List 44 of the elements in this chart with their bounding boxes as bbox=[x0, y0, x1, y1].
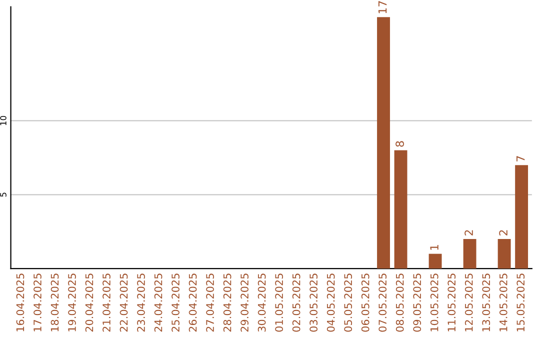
bar bbox=[377, 17, 390, 269]
x-tick-label: 15.05.2025 bbox=[516, 274, 525, 332]
x-tick-label: 13.05.2025 bbox=[482, 274, 490, 332]
data-label: 1 bbox=[430, 244, 438, 250]
x-tick-label: 27.04.2025 bbox=[206, 274, 214, 332]
x-tick-label: 03.05.2025 bbox=[310, 274, 318, 332]
x-tick-label: 11.05.2025 bbox=[448, 274, 456, 332]
x-tick-label: 22.04.2025 bbox=[120, 274, 128, 332]
x-tick-label: 17.04.2025 bbox=[34, 274, 42, 332]
x-tick-label: 24.04.2025 bbox=[154, 274, 162, 332]
x-tick-label: 12.05.2025 bbox=[464, 274, 473, 332]
x-tick-label: 07.05.2025 bbox=[378, 274, 387, 332]
bar bbox=[428, 254, 442, 269]
x-tick-label: 09.05.2025 bbox=[413, 274, 422, 332]
x-tick-label: 08.05.2025 bbox=[396, 274, 404, 332]
x-tick-label: 02.05.2025 bbox=[292, 274, 300, 332]
x-tick-label: 10.05.2025 bbox=[430, 274, 438, 332]
x-tick-label: 30.04.2025 bbox=[258, 274, 266, 332]
x-tick-label: 20.04.2025 bbox=[85, 274, 94, 332]
x-tick-label: 19.04.2025 bbox=[68, 274, 76, 332]
bar bbox=[463, 239, 476, 269]
data-label: 2 bbox=[464, 230, 473, 236]
y-tick-label: 10 bbox=[0, 116, 6, 126]
x-tick-label: 01.05.2025 bbox=[275, 274, 283, 332]
x-tick-label: 21.04.2025 bbox=[102, 274, 110, 332]
data-label: 17 bbox=[378, 1, 387, 14]
bar bbox=[515, 165, 528, 269]
x-tick-label: 05.05.2025 bbox=[344, 274, 352, 332]
x-tick-label: 16.04.2025 bbox=[16, 274, 24, 332]
data-label: 8 bbox=[396, 141, 404, 147]
y-tick-label: 5 bbox=[0, 192, 6, 197]
data-label: 7 bbox=[516, 156, 525, 162]
bar bbox=[498, 239, 511, 269]
x-tick-label: 06.05.2025 bbox=[361, 274, 370, 332]
x-tick-label: 14.05.2025 bbox=[499, 274, 508, 332]
data-label: 2 bbox=[499, 230, 508, 236]
x-tick-label: 29.04.2025 bbox=[240, 274, 248, 332]
x-tick-label: 28.04.2025 bbox=[223, 274, 232, 332]
x-tick-label: 04.05.2025 bbox=[326, 274, 335, 332]
x-tick-label: 18.04.2025 bbox=[50, 274, 59, 332]
bar bbox=[394, 150, 408, 269]
x-tick-label: 23.04.2025 bbox=[137, 274, 145, 332]
x-tick-label: 25.04.2025 bbox=[172, 274, 180, 332]
x-tick-label: 26.04.2025 bbox=[188, 274, 197, 332]
